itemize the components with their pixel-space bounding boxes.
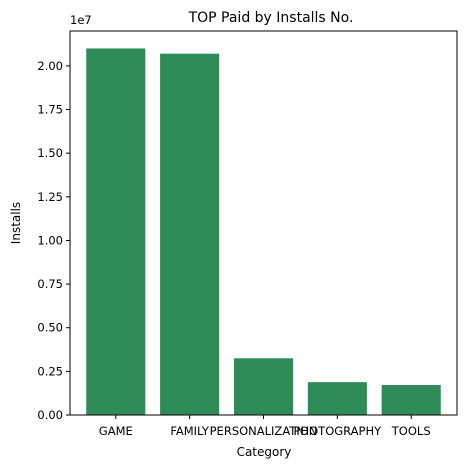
x-tick-label-family: FAMILY (170, 424, 210, 438)
plot-frame (69, 30, 458, 416)
x-tick-label-personalization: PERSONALIZATION (210, 424, 318, 438)
bars-group (86, 48, 441, 416)
bar-family (160, 53, 220, 415)
y-tick-label: 1.00 (37, 233, 63, 247)
bar-tools (381, 384, 441, 415)
bar-personalization (233, 358, 294, 415)
y-tick-label: 0.50 (37, 321, 63, 335)
y-tick-label: 1.75 (37, 103, 63, 117)
bar-game (86, 48, 146, 416)
bar-photography (307, 382, 367, 415)
x-tick-label-photography: PHOTOGRAPHY (294, 424, 383, 438)
y-tick-label: 0.00 (37, 408, 63, 422)
y-axis-label: Installs (9, 202, 23, 244)
y-axis-ticks: 0.00 0.25 0.50 0.75 1.00 1.25 1.50 1.75 2.00 (37, 59, 70, 422)
y-tick-label: 1.50 (37, 146, 63, 160)
y-tick-label: 1.25 (37, 190, 63, 204)
y-tick-label: 2.00 (37, 59, 63, 73)
x-axis-label: Category (237, 445, 292, 459)
y-tick-label: 0.75 (37, 277, 63, 291)
chart-title: TOP Paid by Installs No. (188, 10, 354, 26)
y-offset-label: 1e7 (70, 13, 92, 27)
x-tick-label-tools: TOOLS (391, 424, 431, 438)
y-tick-label: 0.25 (37, 364, 63, 378)
x-tick-label-game: GAME (99, 424, 133, 438)
